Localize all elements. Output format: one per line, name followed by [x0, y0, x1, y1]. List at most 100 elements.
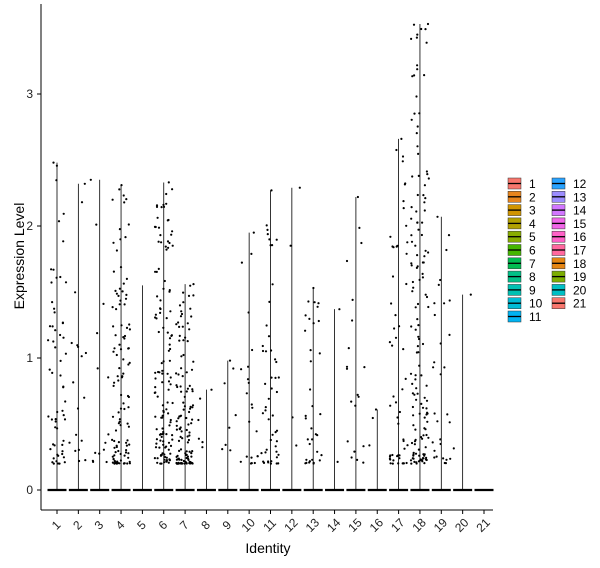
data-point: [181, 375, 184, 378]
data-point: [179, 435, 182, 438]
data-point: [75, 433, 78, 436]
data-point: [51, 325, 54, 328]
data-point: [61, 450, 64, 453]
data-point: [423, 462, 426, 465]
data-point: [160, 362, 163, 365]
legend-label-9: 9: [529, 283, 536, 297]
data-point: [400, 137, 403, 140]
data-point: [265, 224, 268, 227]
data-point: [160, 416, 163, 419]
data-point: [52, 340, 55, 343]
data-point: [64, 281, 68, 284]
data-point: [162, 205, 166, 208]
data-point: [168, 289, 171, 292]
data-point: [397, 422, 400, 425]
data-point: [402, 200, 405, 203]
data-point: [83, 182, 86, 185]
data-point: [265, 448, 268, 451]
data-point: [433, 302, 436, 305]
data-point: [127, 347, 130, 350]
data-point: [167, 181, 170, 184]
data-point: [182, 301, 185, 304]
data-point: [394, 336, 398, 339]
data-point: [161, 369, 164, 372]
data-point: [410, 234, 413, 237]
data-point: [412, 424, 415, 427]
data-point: [57, 454, 60, 457]
data-point: [117, 294, 120, 297]
data-point: [186, 387, 189, 390]
data-point: [432, 366, 435, 369]
data-point: [360, 241, 363, 245]
data-point: [271, 244, 274, 247]
data-point: [265, 324, 268, 327]
data-point: [446, 413, 449, 416]
data-point: [128, 361, 131, 364]
data-point: [275, 360, 278, 364]
legend-label-15: 15: [573, 217, 587, 231]
data-point: [307, 300, 310, 303]
data-point: [414, 244, 417, 247]
data-point: [183, 395, 186, 398]
data-point: [76, 407, 80, 410]
data-point: [392, 459, 395, 462]
data-point: [248, 420, 251, 423]
data-point: [127, 406, 130, 409]
data-point: [104, 441, 107, 444]
data-point: [168, 337, 172, 340]
data-point: [353, 450, 356, 453]
legend-label-12: 12: [573, 177, 587, 191]
violin-5: [132, 285, 152, 492]
data-point: [170, 334, 173, 337]
data-point: [412, 414, 415, 417]
data-point: [356, 393, 359, 396]
data-point: [96, 367, 99, 370]
data-point: [178, 449, 181, 452]
data-point: [439, 373, 442, 376]
data-point: [422, 261, 425, 264]
data-point: [187, 438, 190, 442]
data-point: [179, 448, 183, 451]
data-point: [171, 230, 174, 233]
data-point: [121, 375, 124, 378]
data-point: [261, 412, 264, 415]
data-point: [426, 173, 429, 176]
data-point: [188, 328, 191, 331]
data-point: [111, 461, 114, 464]
data-point: [274, 376, 277, 379]
legend-label-16: 16: [573, 230, 587, 244]
data-point: [165, 456, 168, 459]
data-point: [124, 451, 128, 454]
data-point: [274, 445, 277, 448]
data-point: [62, 240, 65, 243]
data-point: [113, 347, 116, 350]
data-point: [169, 421, 172, 424]
data-point: [166, 240, 170, 243]
violin-13: [303, 288, 323, 492]
data-point: [162, 203, 165, 206]
data-point: [181, 437, 184, 440]
data-point: [421, 437, 424, 440]
data-point: [313, 301, 316, 304]
data-point: [122, 336, 125, 339]
data-point: [304, 417, 307, 420]
data-point: [192, 360, 195, 363]
data-point: [114, 451, 117, 454]
data-point: [55, 276, 58, 279]
data-point: [162, 440, 165, 443]
data-point: [413, 393, 416, 396]
data-point: [51, 301, 54, 304]
data-point: [391, 453, 394, 457]
legend-label-11: 11: [529, 310, 542, 324]
data-point: [163, 279, 166, 283]
data-point: [61, 452, 64, 456]
x-tick-label: 16: [367, 515, 387, 535]
data-point: [64, 400, 67, 403]
legend-label-7: 7: [529, 257, 536, 271]
data-point: [89, 178, 92, 181]
data-point: [171, 434, 174, 437]
data-point: [350, 456, 353, 459]
data-point: [250, 252, 253, 255]
data-point: [192, 294, 195, 297]
data-point: [319, 413, 322, 416]
